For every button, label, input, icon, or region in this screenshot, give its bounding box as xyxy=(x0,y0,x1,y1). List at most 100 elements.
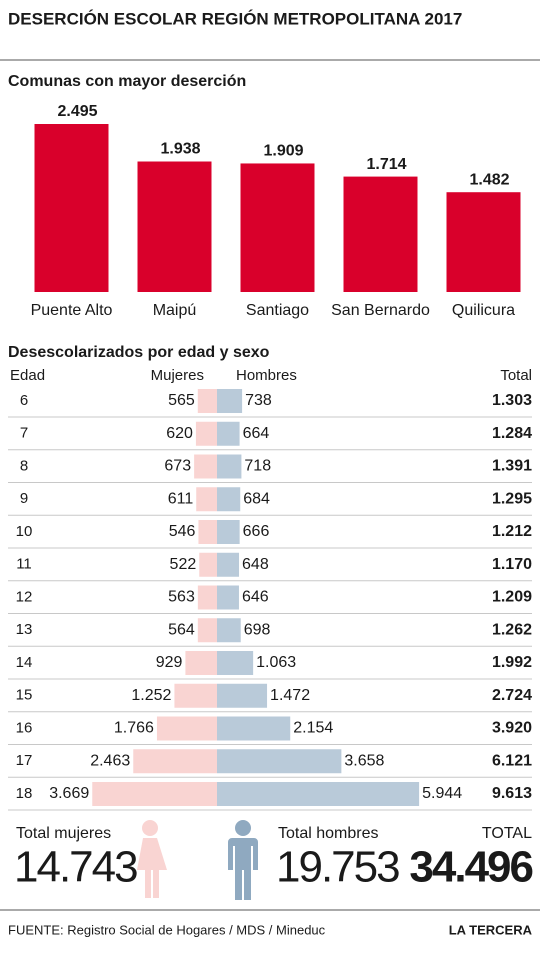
total-value: 3.920 xyxy=(492,720,532,737)
category-label: 11 xyxy=(16,556,32,573)
value-label: 563 xyxy=(168,589,195,606)
male-icon xyxy=(228,820,258,900)
bar-female xyxy=(156,716,217,741)
bar xyxy=(34,124,109,292)
value-label: 620 xyxy=(166,425,193,442)
bar-male xyxy=(217,683,268,708)
value-label: 698 xyxy=(244,621,271,638)
bar xyxy=(240,163,315,292)
bar-male xyxy=(217,782,420,806)
total-value: 1.262 xyxy=(492,621,532,638)
bar-male xyxy=(217,421,240,446)
bar-male xyxy=(217,487,241,512)
summary-value: 34.496 xyxy=(409,843,532,892)
category-label: 8 xyxy=(20,457,28,474)
column-header: Hombres xyxy=(236,367,297,384)
category-label: 18 xyxy=(16,785,33,802)
column-header: Edad xyxy=(10,367,45,384)
summary-label: Total hombres xyxy=(278,825,379,842)
value-label: 664 xyxy=(243,425,270,442)
category-label: Maipú xyxy=(153,302,197,319)
bar-male xyxy=(217,585,239,610)
total-value: 6.121 xyxy=(492,752,532,769)
column-header: Mujeres xyxy=(151,367,204,384)
value-label: 522 xyxy=(170,556,197,573)
value-label: 546 xyxy=(169,523,196,540)
value-label: 646 xyxy=(242,589,269,606)
value-label: 1.938 xyxy=(160,141,200,158)
bar xyxy=(137,161,212,292)
total-value: 9.613 xyxy=(492,785,532,802)
total-value: 1.170 xyxy=(492,556,532,573)
total-value: 1.303 xyxy=(492,392,532,409)
brand: LA TERCERA xyxy=(449,922,533,937)
category-label: Quilicura xyxy=(452,302,515,319)
female-icon xyxy=(137,820,167,898)
category-label: Santiago xyxy=(246,302,309,319)
bar-male xyxy=(217,520,240,544)
category-label: 15 xyxy=(16,687,33,704)
main-title: DESERCIÓN ESCOLAR REGIÓN METROPOLITANA 2… xyxy=(8,9,462,28)
bar-female xyxy=(194,454,217,479)
bar-female xyxy=(198,520,217,544)
value-label: 684 xyxy=(243,490,270,507)
category-label: Puente Alto xyxy=(31,302,113,319)
bar-female xyxy=(133,749,217,774)
value-label: 1.482 xyxy=(469,171,509,188)
value-label: 1.063 xyxy=(256,654,296,671)
bar-female xyxy=(197,618,217,643)
value-label: 3.658 xyxy=(344,752,384,769)
category-label: 10 xyxy=(16,523,33,540)
summary-value: 19.753 xyxy=(276,843,399,892)
value-label: 1.714 xyxy=(366,156,406,173)
total-value: 2.724 xyxy=(492,687,532,704)
value-label: 2.463 xyxy=(90,752,130,769)
value-label: 5.944 xyxy=(422,785,462,802)
bar-male xyxy=(217,389,243,413)
bar xyxy=(343,176,418,292)
total-value: 1.212 xyxy=(492,523,532,540)
category-label: 13 xyxy=(16,621,33,638)
value-label: 673 xyxy=(164,458,191,475)
value-label: 718 xyxy=(244,458,271,475)
value-label: 666 xyxy=(243,523,270,540)
value-label: 3.669 xyxy=(49,785,89,802)
summary-value: 14.743 xyxy=(14,843,137,892)
source: FUENTE: Registro Social de Hogares / MDS… xyxy=(8,922,326,937)
total-value: 1.992 xyxy=(492,654,532,671)
bar-female xyxy=(196,487,217,512)
bar-male xyxy=(217,618,241,643)
column-header: Total xyxy=(500,367,532,384)
category-label: San Bernardo xyxy=(331,302,430,319)
summary-label: TOTAL xyxy=(482,825,532,842)
bar xyxy=(446,192,521,292)
category-label: 17 xyxy=(16,752,33,769)
value-label: 2.154 xyxy=(293,720,333,737)
bar-female xyxy=(185,651,217,675)
value-label: 1.472 xyxy=(270,687,310,704)
category-label: 6 xyxy=(20,392,28,409)
bar-female xyxy=(195,421,217,446)
value-label: 1.252 xyxy=(131,687,171,704)
category-label: 12 xyxy=(16,588,33,605)
total-value: 1.284 xyxy=(492,425,532,442)
bar-male xyxy=(217,454,242,479)
value-label: 565 xyxy=(168,392,195,409)
bar-female xyxy=(174,683,217,708)
category-label: 16 xyxy=(16,719,33,736)
total-value: 1.391 xyxy=(492,458,532,475)
value-label: 2.495 xyxy=(57,103,97,120)
bar-male xyxy=(217,651,254,675)
bar-female xyxy=(197,389,217,413)
total-value: 1.209 xyxy=(492,589,532,606)
summary-label: Total mujeres xyxy=(16,825,111,842)
category-label: 9 xyxy=(20,490,28,507)
value-label: 648 xyxy=(242,556,269,573)
value-label: 1.909 xyxy=(263,143,303,160)
bar-male xyxy=(217,552,240,577)
value-label: 1.766 xyxy=(114,720,154,737)
value-label: 738 xyxy=(245,392,272,409)
bar-male xyxy=(217,716,291,741)
